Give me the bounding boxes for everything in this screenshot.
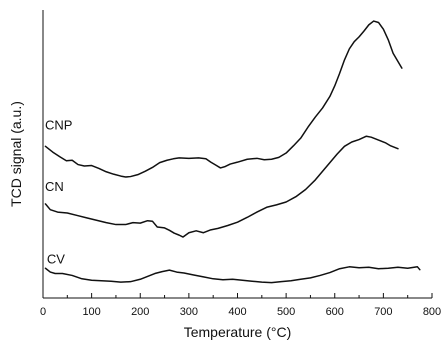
x-tick-label: 0 [40, 306, 46, 318]
series-label-cv: CV [47, 251, 65, 266]
x-tick-label: 700 [374, 306, 392, 318]
x-tick-label: 500 [277, 306, 295, 318]
x-tick-label: 200 [131, 306, 149, 318]
x-tick-label: 800 [423, 306, 441, 318]
y-axis-title: TCD signal (a.u.) [8, 101, 24, 207]
x-tick-label: 300 [180, 306, 198, 318]
series-line-cn [44, 135, 399, 238]
x-tick-label: 600 [326, 306, 344, 318]
x-axis-title: Temperature (°C) [184, 324, 292, 340]
x-tick-label: 100 [82, 306, 100, 318]
series-line-cnp [44, 20, 403, 178]
series-labels: CNP CN CV [45, 118, 72, 267]
series-label-cn: CN [45, 179, 64, 194]
series-lines [44, 20, 421, 284]
x-tick-label: 400 [228, 306, 246, 318]
series-label-cnp: CNP [45, 118, 72, 133]
axes: 0 100 200 300 400 500 600 700 800 [40, 10, 441, 318]
series-line-cv [44, 266, 421, 284]
